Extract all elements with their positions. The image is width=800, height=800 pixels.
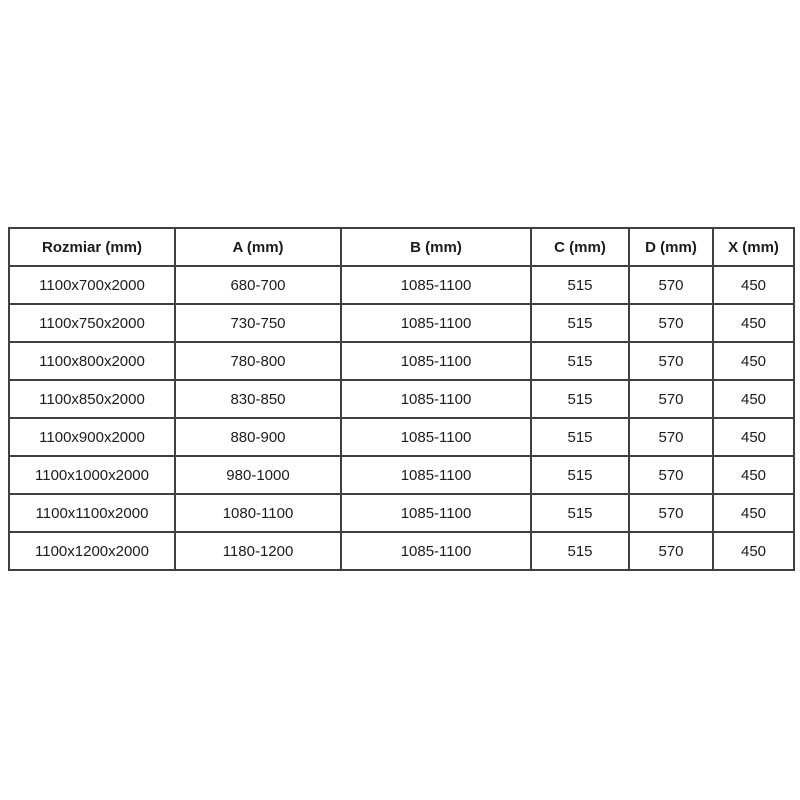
cell-x: 450	[712, 341, 795, 381]
cell-x: 450	[712, 417, 795, 457]
cell-a: 830-850	[174, 379, 342, 419]
cell-a: 1080-1100	[174, 493, 342, 533]
cell-rozmiar: 1100x900x2000	[8, 417, 176, 457]
column-header-x: X (mm)	[712, 227, 795, 267]
column-header-c: C (mm)	[530, 227, 630, 267]
cell-d: 570	[628, 265, 714, 305]
table-row: 1100x900x2000 880-900 1085-1100 515 570 …	[8, 417, 795, 457]
cell-c: 515	[530, 341, 630, 381]
cell-b: 1085-1100	[340, 455, 532, 495]
header-row: Rozmiar (mm) A (mm) B (mm) C (mm) D (mm)…	[8, 227, 795, 267]
table-row: 1100x800x2000 780-800 1085-1100 515 570 …	[8, 341, 795, 381]
cell-x: 450	[712, 531, 795, 571]
cell-rozmiar: 1100x850x2000	[8, 379, 176, 419]
cell-rozmiar: 1100x1100x2000	[8, 493, 176, 533]
cell-a: 1180-1200	[174, 531, 342, 571]
table-row: 1100x850x2000 830-850 1085-1100 515 570 …	[8, 379, 795, 419]
cell-rozmiar: 1100x700x2000	[8, 265, 176, 305]
cell-a: 880-900	[174, 417, 342, 457]
cell-c: 515	[530, 417, 630, 457]
cell-c: 515	[530, 455, 630, 495]
cell-b: 1085-1100	[340, 417, 532, 457]
column-header-d: D (mm)	[628, 227, 714, 267]
table-row: 1100x700x2000 680-700 1085-1100 515 570 …	[8, 265, 795, 305]
size-specification-table: Rozmiar (mm) A (mm) B (mm) C (mm) D (mm)…	[8, 227, 795, 571]
cell-d: 570	[628, 455, 714, 495]
cell-b: 1085-1100	[340, 303, 532, 343]
cell-rozmiar: 1100x1000x2000	[8, 455, 176, 495]
cell-d: 570	[628, 531, 714, 571]
column-header-b: B (mm)	[340, 227, 532, 267]
table-header: Rozmiar (mm) A (mm) B (mm) C (mm) D (mm)…	[8, 227, 795, 267]
table-row: 1100x1000x2000 980-1000 1085-1100 515 57…	[8, 455, 795, 495]
cell-b: 1085-1100	[340, 341, 532, 381]
column-header-rozmiar: Rozmiar (mm)	[8, 227, 176, 267]
table-row: 1100x1200x2000 1180-1200 1085-1100 515 5…	[8, 531, 795, 571]
cell-d: 570	[628, 303, 714, 343]
cell-a: 680-700	[174, 265, 342, 305]
cell-a: 730-750	[174, 303, 342, 343]
cell-d: 570	[628, 417, 714, 457]
cell-rozmiar: 1100x800x2000	[8, 341, 176, 381]
cell-x: 450	[712, 379, 795, 419]
cell-rozmiar: 1100x1200x2000	[8, 531, 176, 571]
cell-c: 515	[530, 303, 630, 343]
cell-x: 450	[712, 303, 795, 343]
table-row: 1100x750x2000 730-750 1085-1100 515 570 …	[8, 303, 795, 343]
cell-c: 515	[530, 493, 630, 533]
cell-x: 450	[712, 493, 795, 533]
cell-c: 515	[530, 531, 630, 571]
table-row: 1100x1100x2000 1080-1100 1085-1100 515 5…	[8, 493, 795, 533]
cell-b: 1085-1100	[340, 379, 532, 419]
cell-d: 570	[628, 341, 714, 381]
column-header-a: A (mm)	[174, 227, 342, 267]
cell-b: 1085-1100	[340, 493, 532, 533]
cell-a: 780-800	[174, 341, 342, 381]
cell-d: 570	[628, 379, 714, 419]
cell-b: 1085-1100	[340, 265, 532, 305]
cell-rozmiar: 1100x750x2000	[8, 303, 176, 343]
cell-a: 980-1000	[174, 455, 342, 495]
cell-x: 450	[712, 265, 795, 305]
cell-d: 570	[628, 493, 714, 533]
cell-c: 515	[530, 265, 630, 305]
table-body: 1100x700x2000 680-700 1085-1100 515 570 …	[8, 265, 795, 571]
cell-x: 450	[712, 455, 795, 495]
cell-b: 1085-1100	[340, 531, 532, 571]
cell-c: 515	[530, 379, 630, 419]
